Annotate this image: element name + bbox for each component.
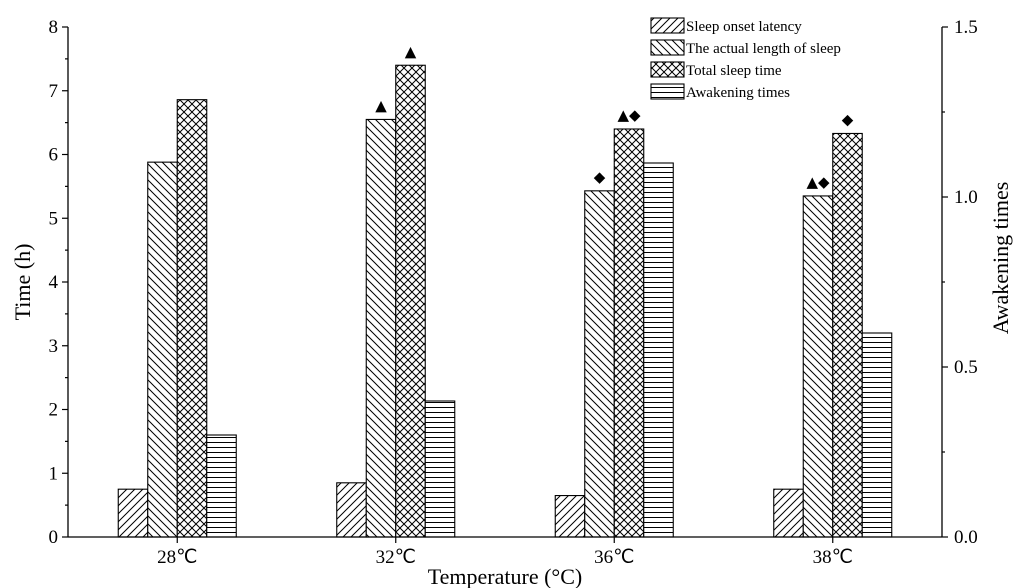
left-y-tick-label: 8 xyxy=(49,17,59,38)
bar xyxy=(554,495,586,538)
legend-swatch xyxy=(650,61,685,78)
legend-swatch xyxy=(650,39,685,56)
bar xyxy=(643,162,674,538)
right-y-axis-title: Awakening times xyxy=(988,182,1013,335)
left-y-tick-label: 0 xyxy=(49,527,59,548)
legend-label: Awakening times xyxy=(686,85,790,101)
left-y-tick-label: 3 xyxy=(49,336,59,357)
bar xyxy=(613,128,645,538)
bar xyxy=(147,161,178,538)
bars xyxy=(117,64,893,538)
significance-marker: ◆ xyxy=(842,110,854,128)
bar xyxy=(117,488,149,538)
significance-markers: ▲▲◆▲◆▲◆◆ xyxy=(375,42,854,191)
bar xyxy=(336,482,367,538)
x-tick-label: 36℃ xyxy=(594,547,634,568)
bar xyxy=(861,332,893,538)
right-y-tick-label: 0.5 xyxy=(954,357,978,378)
right-y-tick-label: 1.5 xyxy=(954,17,978,38)
legend-swatch xyxy=(650,17,685,34)
bar xyxy=(802,195,834,538)
left-y-tick-label: 7 xyxy=(49,81,59,102)
left-y-tick-label: 2 xyxy=(49,400,59,421)
x-tick-label: 28℃ xyxy=(157,547,197,568)
legend-label: Sleep onset latency xyxy=(686,19,802,35)
bar xyxy=(832,132,863,538)
significance-marker: ▲◆ xyxy=(617,106,641,124)
x-tick-label: 38℃ xyxy=(813,547,853,568)
left-y-tick-label: 5 xyxy=(49,208,59,229)
bar xyxy=(424,400,456,538)
x-tick-label: 32℃ xyxy=(376,547,416,568)
bar xyxy=(395,64,426,538)
legend-label: Total sleep time xyxy=(686,63,782,79)
significance-marker: ▲ xyxy=(375,96,387,114)
bar xyxy=(206,434,237,538)
significance-marker: ▲ xyxy=(405,42,417,60)
left-y-tick-label: 6 xyxy=(49,145,59,166)
left-y-tick-label: 4 xyxy=(49,272,59,293)
legend-label: The actual length of sleep xyxy=(686,41,841,57)
left-y-axis-title: Time (h) xyxy=(10,244,35,321)
bar xyxy=(176,99,208,538)
bar xyxy=(773,488,804,538)
right-y-ticks: 0.0 0.5 1.0 1.5 xyxy=(942,17,978,548)
right-y-tick-label: 0.0 xyxy=(954,527,978,548)
significance-marker: ◆ xyxy=(594,168,606,186)
bar xyxy=(584,190,615,538)
significance-marker: ▲◆ xyxy=(806,173,830,191)
bar xyxy=(365,118,397,538)
left-y-ticks: 0 1 2 3 4 5 6 7 8 xyxy=(49,17,68,548)
legend-swatch xyxy=(650,83,685,100)
right-y-tick-label: 1.0 xyxy=(954,187,978,208)
x-ticks: 28℃ 32℃ 36℃ 38℃ xyxy=(157,537,853,568)
x-axis-title: Temperature (°C) xyxy=(428,564,582,588)
left-y-tick-label: 1 xyxy=(49,463,59,484)
legend: Sleep onset latency The actual length of … xyxy=(650,17,841,101)
